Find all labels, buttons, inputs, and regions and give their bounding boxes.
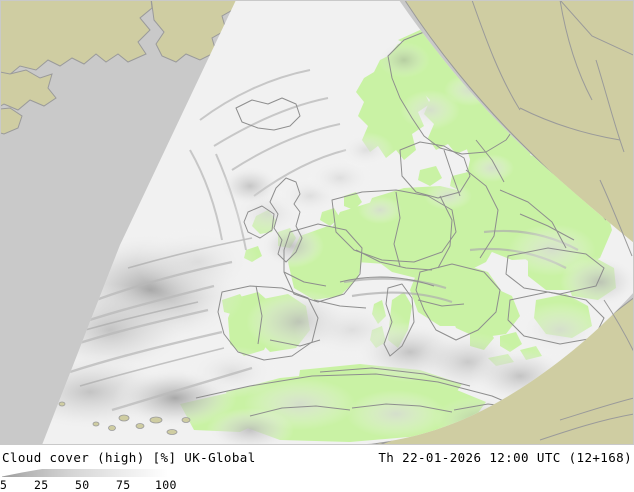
colorbar-tick-75: 75 [116,478,131,492]
colorbar-tick-25: 25 [34,478,49,492]
outside-domain-land [0,0,634,445]
colorbar-tick-50: 50 [75,478,90,492]
model-domain [42,0,634,445]
colorbar[interactable]: 5 25 50 75 100 [0,467,200,492]
valid-time-label: Th 22-01-2026 12:00 UTC (12+168) [378,450,632,465]
map-graphic [0,0,634,445]
footer-bar: Cloud cover (high) [%] UK-Global Th 22-0… [0,445,634,492]
colorbar-tick-5: 5 [0,478,8,492]
product-title: Cloud cover (high) [%] UK-Global [2,450,256,465]
colorbar-tick-100: 100 [155,478,177,492]
colorbar-gradient [2,469,168,477]
map-canvas[interactable] [0,0,634,445]
outside-domain-borders [58,0,634,441]
